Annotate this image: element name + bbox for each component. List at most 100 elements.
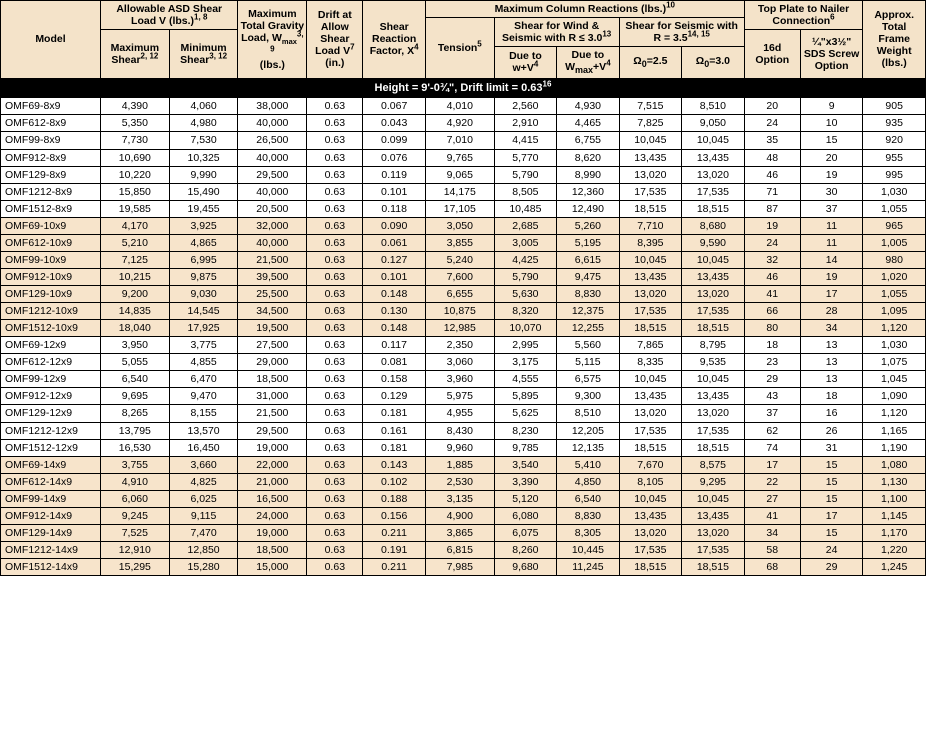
cell-value: 7,825	[619, 115, 681, 132]
cell-value: 6,755	[557, 132, 619, 149]
cell-value: 4,910	[100, 473, 169, 490]
cell-value: 1,095	[863, 303, 926, 320]
cell-value: 995	[863, 166, 926, 183]
cell-value: 14,175	[425, 183, 494, 200]
table-row: OMF129-14x97,5257,47019,0000.630.2113,86…	[1, 524, 926, 541]
cell-value: 29,000	[238, 354, 307, 371]
cell-value: 9,680	[494, 559, 556, 576]
cell-value: 10,045	[619, 371, 681, 388]
cell-value: 15,490	[169, 183, 238, 200]
cell-value: 19,455	[169, 200, 238, 217]
cell-value: 12,205	[557, 422, 619, 439]
cell-value: 18,500	[238, 371, 307, 388]
cell-value: 5,975	[425, 388, 494, 405]
cell-value: 7,515	[619, 98, 681, 115]
table-row: OMF912-10x910,2159,87539,5000.630.1017,6…	[1, 268, 926, 285]
cell-value: 8,155	[169, 405, 238, 422]
cell-value: 10,070	[494, 320, 556, 337]
cell-value: 18,515	[682, 559, 745, 576]
cell-value: 0.211	[363, 559, 425, 576]
hdr-due-wv: Due to w+V4	[494, 47, 556, 79]
cell-value: 68	[744, 559, 800, 576]
cell-value: 14	[800, 251, 862, 268]
cell-value: 20	[744, 98, 800, 115]
cell-value: 12,490	[557, 200, 619, 217]
cell-value: 905	[863, 98, 926, 115]
cell-value: 7,010	[425, 132, 494, 149]
cell-value: 22,000	[238, 456, 307, 473]
cell-model: OMF69-10x9	[1, 217, 101, 234]
cell-value: 4,390	[100, 98, 169, 115]
hdr-srf: Shear Reaction Factor, X4	[363, 1, 425, 79]
spec-table: Model Allowable ASD Shear Load V (lbs.)1…	[0, 0, 926, 576]
cell-value: 0.191	[363, 541, 425, 558]
cell-value: 27,500	[238, 337, 307, 354]
cell-value: 62	[744, 422, 800, 439]
cell-value: 9	[800, 98, 862, 115]
table-header: Model Allowable ASD Shear Load V (lbs.)1…	[1, 1, 926, 79]
cell-value: 8,505	[494, 183, 556, 200]
table-row: OMF1212-12x913,79513,57029,5000.630.1618…	[1, 422, 926, 439]
cell-value: 24	[744, 234, 800, 251]
cell-value: 11	[800, 234, 862, 251]
cell-value: 6,470	[169, 371, 238, 388]
cell-value: 965	[863, 217, 926, 234]
cell-value: 31,000	[238, 388, 307, 405]
cell-value: 14,545	[169, 303, 238, 320]
table-row: OMF612-10x95,2104,86540,0000.630.0613,85…	[1, 234, 926, 251]
cell-value: 1,130	[863, 473, 926, 490]
cell-value: 0.63	[307, 217, 363, 234]
cell-value: 13,435	[619, 149, 681, 166]
cell-value: 13,020	[682, 166, 745, 183]
cell-value: 17,535	[619, 422, 681, 439]
cell-value: 5,770	[494, 149, 556, 166]
cell-value: 18	[744, 337, 800, 354]
cell-value: 7,525	[100, 524, 169, 541]
cell-value: 9,475	[557, 268, 619, 285]
cell-value: 12,850	[169, 541, 238, 558]
cell-value: 4,900	[425, 507, 494, 524]
cell-value: 13,020	[682, 524, 745, 541]
cell-value: 0.101	[363, 183, 425, 200]
cell-model: OMF129-10x9	[1, 286, 101, 303]
cell-value: 935	[863, 115, 926, 132]
cell-value: 5,895	[494, 388, 556, 405]
cell-value: 6,540	[100, 371, 169, 388]
cell-value: 0.63	[307, 388, 363, 405]
cell-model: OMF69-12x9	[1, 337, 101, 354]
cell-value: 0.63	[307, 183, 363, 200]
cell-model: OMF129-8x9	[1, 166, 101, 183]
cell-value: 46	[744, 268, 800, 285]
cell-value: 7,710	[619, 217, 681, 234]
cell-value: 17,535	[619, 183, 681, 200]
cell-value: 0.130	[363, 303, 425, 320]
table-row: OMF912-14x99,2459,11524,0000.630.1564,90…	[1, 507, 926, 524]
cell-value: 4,465	[557, 115, 619, 132]
cell-value: 1,120	[863, 320, 926, 337]
cell-value: 29	[800, 559, 862, 576]
cell-value: 15,280	[169, 559, 238, 576]
cell-value: 9,535	[682, 354, 745, 371]
cell-value: 3,175	[494, 354, 556, 371]
cell-value: 17,535	[619, 303, 681, 320]
cell-value: 7,730	[100, 132, 169, 149]
cell-value: 7,865	[619, 337, 681, 354]
cell-value: 16,500	[238, 490, 307, 507]
cell-value: 2,995	[494, 337, 556, 354]
cell-value: 0.63	[307, 507, 363, 524]
cell-value: 31	[800, 439, 862, 456]
cell-value: 0.076	[363, 149, 425, 166]
cell-value: 10,485	[494, 200, 556, 217]
cell-model: OMF99-14x9	[1, 490, 101, 507]
cell-model: OMF912-14x9	[1, 507, 101, 524]
cell-value: 13,020	[619, 524, 681, 541]
cell-value: 17	[800, 286, 862, 303]
cell-value: 10,045	[619, 251, 681, 268]
cell-value: 5,625	[494, 405, 556, 422]
cell-value: 0.129	[363, 388, 425, 405]
cell-value: 3,755	[100, 456, 169, 473]
cell-value: 87	[744, 200, 800, 217]
cell-value: 8,230	[494, 422, 556, 439]
hdr-weight: Approx. Total Frame Weight (lbs.)	[863, 1, 926, 79]
cell-value: 10,045	[619, 490, 681, 507]
